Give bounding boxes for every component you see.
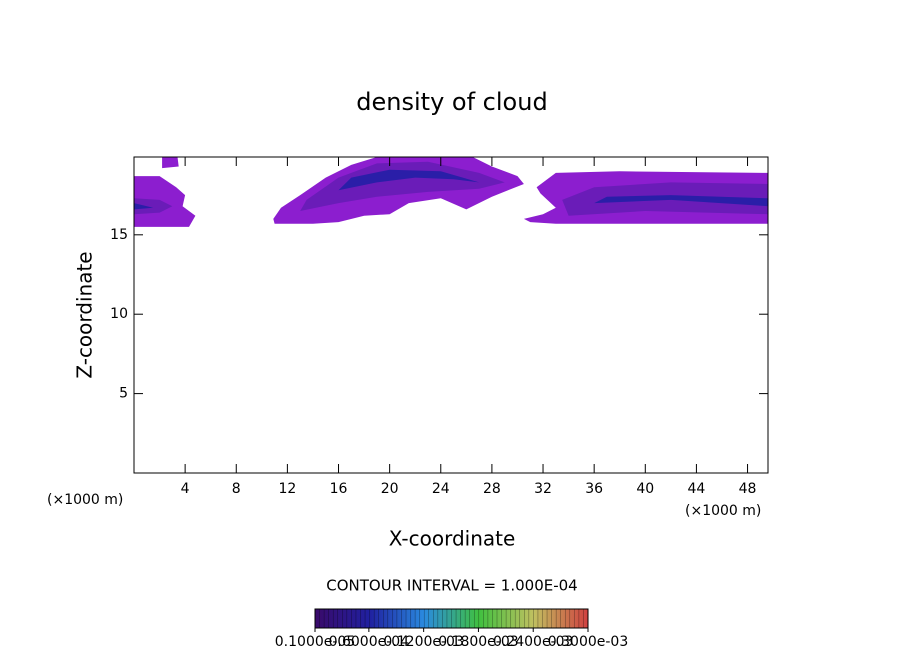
chart-title: density of cloud: [356, 88, 547, 116]
y-axis-label: Z-coordinate: [73, 251, 97, 378]
cloud-region: [338, 169, 480, 191]
x-axis-label: X-coordinate: [389, 527, 516, 551]
colorbar-label: 0.2400e-03: [493, 634, 573, 650]
colorbar-label: 0.1200e-03: [383, 634, 463, 650]
y-tick-label: 5: [119, 386, 128, 402]
colorbar-label: 0.1000e-05: [275, 634, 355, 650]
cloud-region: [594, 195, 768, 207]
x-tick-label: 48: [739, 481, 757, 497]
x-tick-label: 12: [278, 481, 296, 497]
colorbar-label: 0.6000e-04: [329, 634, 410, 650]
contour-interval: CONTOUR INTERVAL = 1.000E-04: [326, 577, 577, 595]
cloud-region: [300, 161, 505, 211]
plot-frame: [133, 156, 769, 474]
x-tick-label: 16: [330, 481, 348, 497]
cloud-region: [134, 203, 154, 210]
y-tick-label: 10: [110, 306, 128, 322]
x-tick-label: 20: [381, 481, 399, 497]
x-tick-label: 36: [585, 481, 603, 497]
colorbar-label: 0.1800e-03: [438, 634, 518, 650]
y-unit: (×1000 m): [47, 492, 123, 508]
x-tick-label: 28: [483, 481, 501, 497]
cloud-region: [134, 176, 196, 227]
x-tick-label: 8: [232, 481, 241, 497]
cloud-region: [162, 157, 179, 169]
x-tick-label: 40: [636, 481, 654, 497]
x-tick-label: 4: [181, 481, 190, 497]
cloud-region: [134, 198, 173, 215]
x-unit: (×1000 m): [685, 503, 761, 519]
y-tick-label: 15: [110, 227, 128, 243]
x-tick-label: 32: [534, 481, 552, 497]
x-tick-label: 44: [688, 481, 706, 497]
x-tick-label: 24: [432, 481, 450, 497]
colorbar-label: 0.3000e-03: [548, 634, 628, 650]
